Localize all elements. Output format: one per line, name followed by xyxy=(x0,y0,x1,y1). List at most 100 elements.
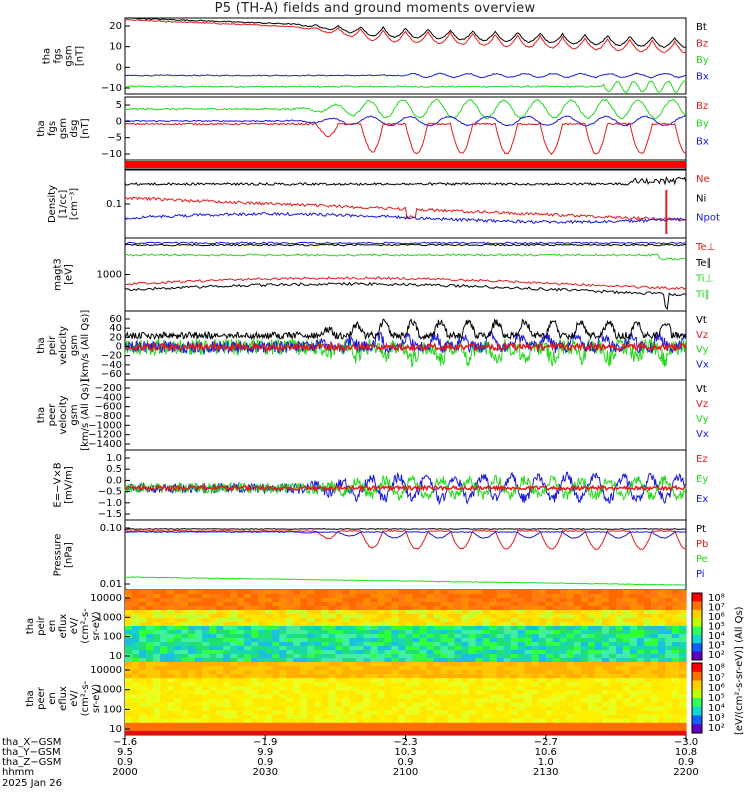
legend-pe: Pe xyxy=(696,554,708,565)
panel-5-ytick: 1000 xyxy=(97,270,122,281)
panel-2-ytick: 0 xyxy=(116,116,122,127)
panel-7-ylabel: [km/s (All Qs)] xyxy=(80,379,91,451)
by-line xyxy=(124,98,687,120)
footer-value: 1.0 xyxy=(538,757,554,768)
legend-vy: Vy xyxy=(696,345,709,356)
panel-6-ytick: 60 xyxy=(109,314,122,325)
footer-value: 0.9 xyxy=(257,757,273,768)
panel-5 xyxy=(124,237,687,312)
panel-8-ytick: 1.0 xyxy=(106,453,122,464)
footer-label: tha_Y−GSM xyxy=(2,747,61,758)
npot-line xyxy=(124,211,687,225)
ni-line xyxy=(124,175,687,187)
panel-8-ylabel: E=−V×B xyxy=(53,462,64,507)
footer-label: tha_X−GSM xyxy=(2,737,61,748)
vy-line xyxy=(124,337,687,368)
panel-6-lines xyxy=(124,318,687,368)
footer-value: 0.9 xyxy=(117,757,133,768)
panel-8-ytick: −1.5 xyxy=(98,509,122,520)
panel-7-ytick: −1400 xyxy=(88,439,122,450)
panel-4-ytick: 0.1 xyxy=(106,199,122,210)
legend-vz: Vz xyxy=(696,399,708,410)
electron-spectrogram xyxy=(125,662,687,736)
panel-6-ylabel: gsm xyxy=(69,335,80,356)
te-perp-line xyxy=(124,241,687,245)
legend-vy: Vy xyxy=(696,414,709,425)
panel-7-ylabel: peer xyxy=(47,403,58,427)
legend-ti∥: Ti∥ xyxy=(695,289,710,300)
panel-4-ylabel: [1/cc] xyxy=(58,190,69,219)
panel-11-ylabel: sr-eV) xyxy=(91,684,102,713)
pb-line xyxy=(124,529,687,550)
vt-line xyxy=(124,318,687,341)
panel-10-ytick: 1000 xyxy=(97,612,122,623)
panel-7-ytick: −1200 xyxy=(88,430,122,441)
colorbar-lower-tick: 10³ xyxy=(708,713,725,724)
panel-1-ylabel: fgs xyxy=(53,48,64,63)
panel-11-ylabel: eflux xyxy=(58,686,69,711)
panel-7-ytick: −1000 xyxy=(88,420,122,431)
panel-10-ytick: 10 xyxy=(109,651,122,662)
legend-npot: Npot xyxy=(696,213,720,224)
panel-10-ylabel: (cm²-s- xyxy=(80,608,91,644)
footer-value: 10.3 xyxy=(394,747,416,758)
panel-7-ytick: −200 xyxy=(95,383,122,394)
legend-by: By xyxy=(696,55,709,66)
panel-2-ylabel: tha xyxy=(36,120,47,136)
panel-9-ytick: 0.01 xyxy=(100,579,122,590)
panel-6-ylabel: peir xyxy=(47,335,58,355)
colorbar-upper-tick: 10⁴ xyxy=(708,631,725,642)
legend-te⊥: Te⊥ xyxy=(695,242,715,253)
panel-4-lines xyxy=(124,175,687,234)
panel-2-ylabel: fgs xyxy=(47,121,58,136)
panel-2-lines xyxy=(124,98,687,156)
legend-vt: Vt xyxy=(696,315,707,326)
panel-5-ylabel: magt3 xyxy=(53,258,64,291)
ti-line xyxy=(124,253,687,261)
panel-frame xyxy=(124,96,687,161)
panel-11-ytick: 10 xyxy=(109,724,122,735)
footer-value: 2100 xyxy=(393,767,418,778)
legend-by: By xyxy=(696,119,709,130)
pe-line xyxy=(124,576,687,586)
colorbar-frame xyxy=(691,662,703,734)
bz-line xyxy=(124,122,687,156)
panel-8-ytick: −1.0 xyxy=(98,498,122,509)
panel-frame xyxy=(124,379,687,451)
colorbar-lower-tick: 10⁸ xyxy=(708,663,725,674)
footer-value: −3.0 xyxy=(674,737,698,748)
panel-1-ytick: −10 xyxy=(101,83,122,94)
panel-7-ylabel: tha xyxy=(36,407,47,423)
panel-11-ytick: 100 xyxy=(103,704,122,715)
panel-10-ylabel: peir xyxy=(36,615,47,635)
panel-2-ylabel: [nT] xyxy=(80,118,91,138)
footer-value: 2130 xyxy=(533,767,558,778)
panel-8-ylabel: [mV/m] xyxy=(64,466,75,504)
panel-10-ylabel: eV/ xyxy=(69,617,80,634)
colorbar-lower-tick: 10² xyxy=(708,723,725,734)
panel-1-ytick: 0 xyxy=(116,62,122,73)
vz-line xyxy=(124,341,687,353)
legend-ni: Ni xyxy=(696,193,706,204)
footer-value: −2.7 xyxy=(534,737,558,748)
footer-value: 2000 xyxy=(112,767,137,778)
panel-11-ytick: 10000 xyxy=(90,665,122,676)
footer-value: 10.6 xyxy=(535,747,557,758)
colorbar-upper-tick: 10³ xyxy=(708,641,725,652)
panel-1-ylabel: gsm xyxy=(64,45,75,66)
footer-label: tha_Z−GSM xyxy=(2,757,61,768)
legend-ti⊥: Ti⊥ xyxy=(695,274,713,285)
panel-7 xyxy=(124,379,687,451)
panel-6-ytick: −60 xyxy=(101,369,122,380)
legend-bx: Bx xyxy=(696,72,709,83)
panel-6-ytick: 0 xyxy=(116,342,122,353)
panel-8-lines xyxy=(124,471,687,506)
colorbar-upper-tick: 10⁶ xyxy=(708,612,725,623)
panel-10-ylabel: en xyxy=(47,620,58,633)
colorbar-lower-tick: 10⁴ xyxy=(708,703,725,714)
panel-7-ytick: −600 xyxy=(95,402,122,413)
footer-value: 9.9 xyxy=(257,747,273,758)
legend-vz: Vz xyxy=(696,330,708,341)
te-par-line xyxy=(124,243,687,247)
